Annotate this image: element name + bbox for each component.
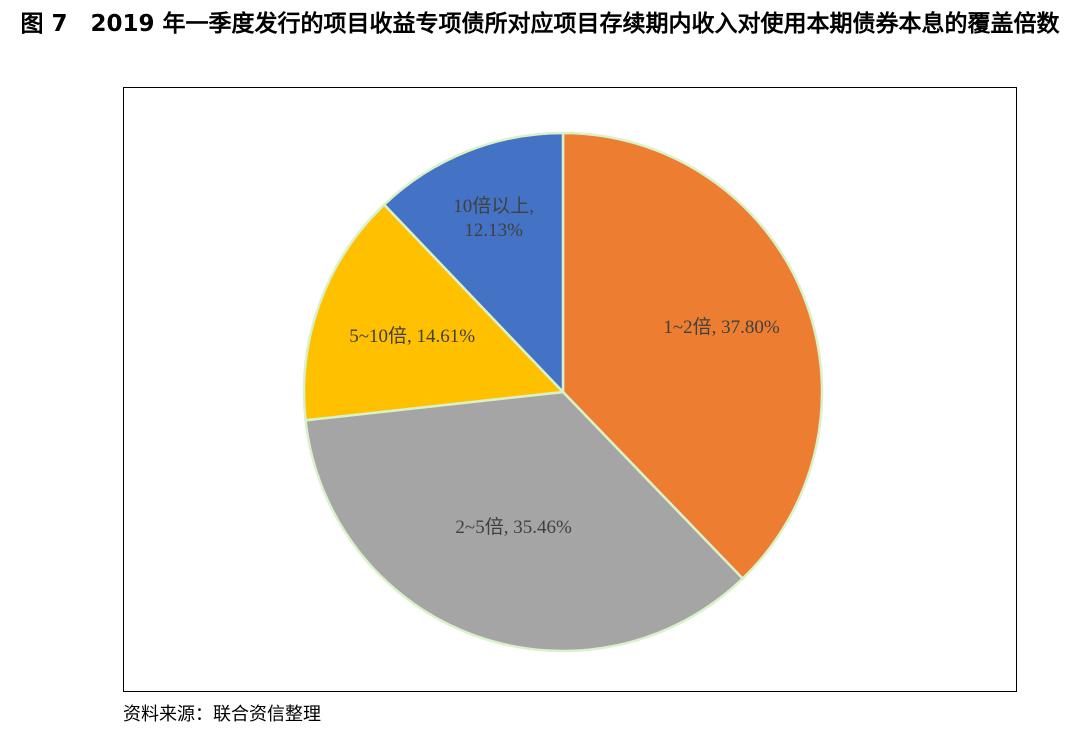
pie-slice — [561, 131, 824, 580]
data-label: 1~2倍, 37.80% — [663, 317, 780, 339]
data-label: 10倍以上, 12.13% — [453, 195, 535, 241]
chart-frame — [123, 87, 1017, 692]
pie-slice — [304, 390, 744, 653]
source-note: 资料来源：联合资信整理 — [123, 704, 321, 725]
data-label: 2~5倍, 35.46% — [455, 517, 572, 539]
data-label: 5~10倍, 14.61% — [349, 325, 476, 347]
pie-slice — [302, 203, 565, 422]
pie-slice — [382, 131, 565, 394]
chart-title: 图 7 2019 年一季度发行的项目收益专项债所对应项目存续期内收入对使用本期债… — [20, 11, 1060, 37]
